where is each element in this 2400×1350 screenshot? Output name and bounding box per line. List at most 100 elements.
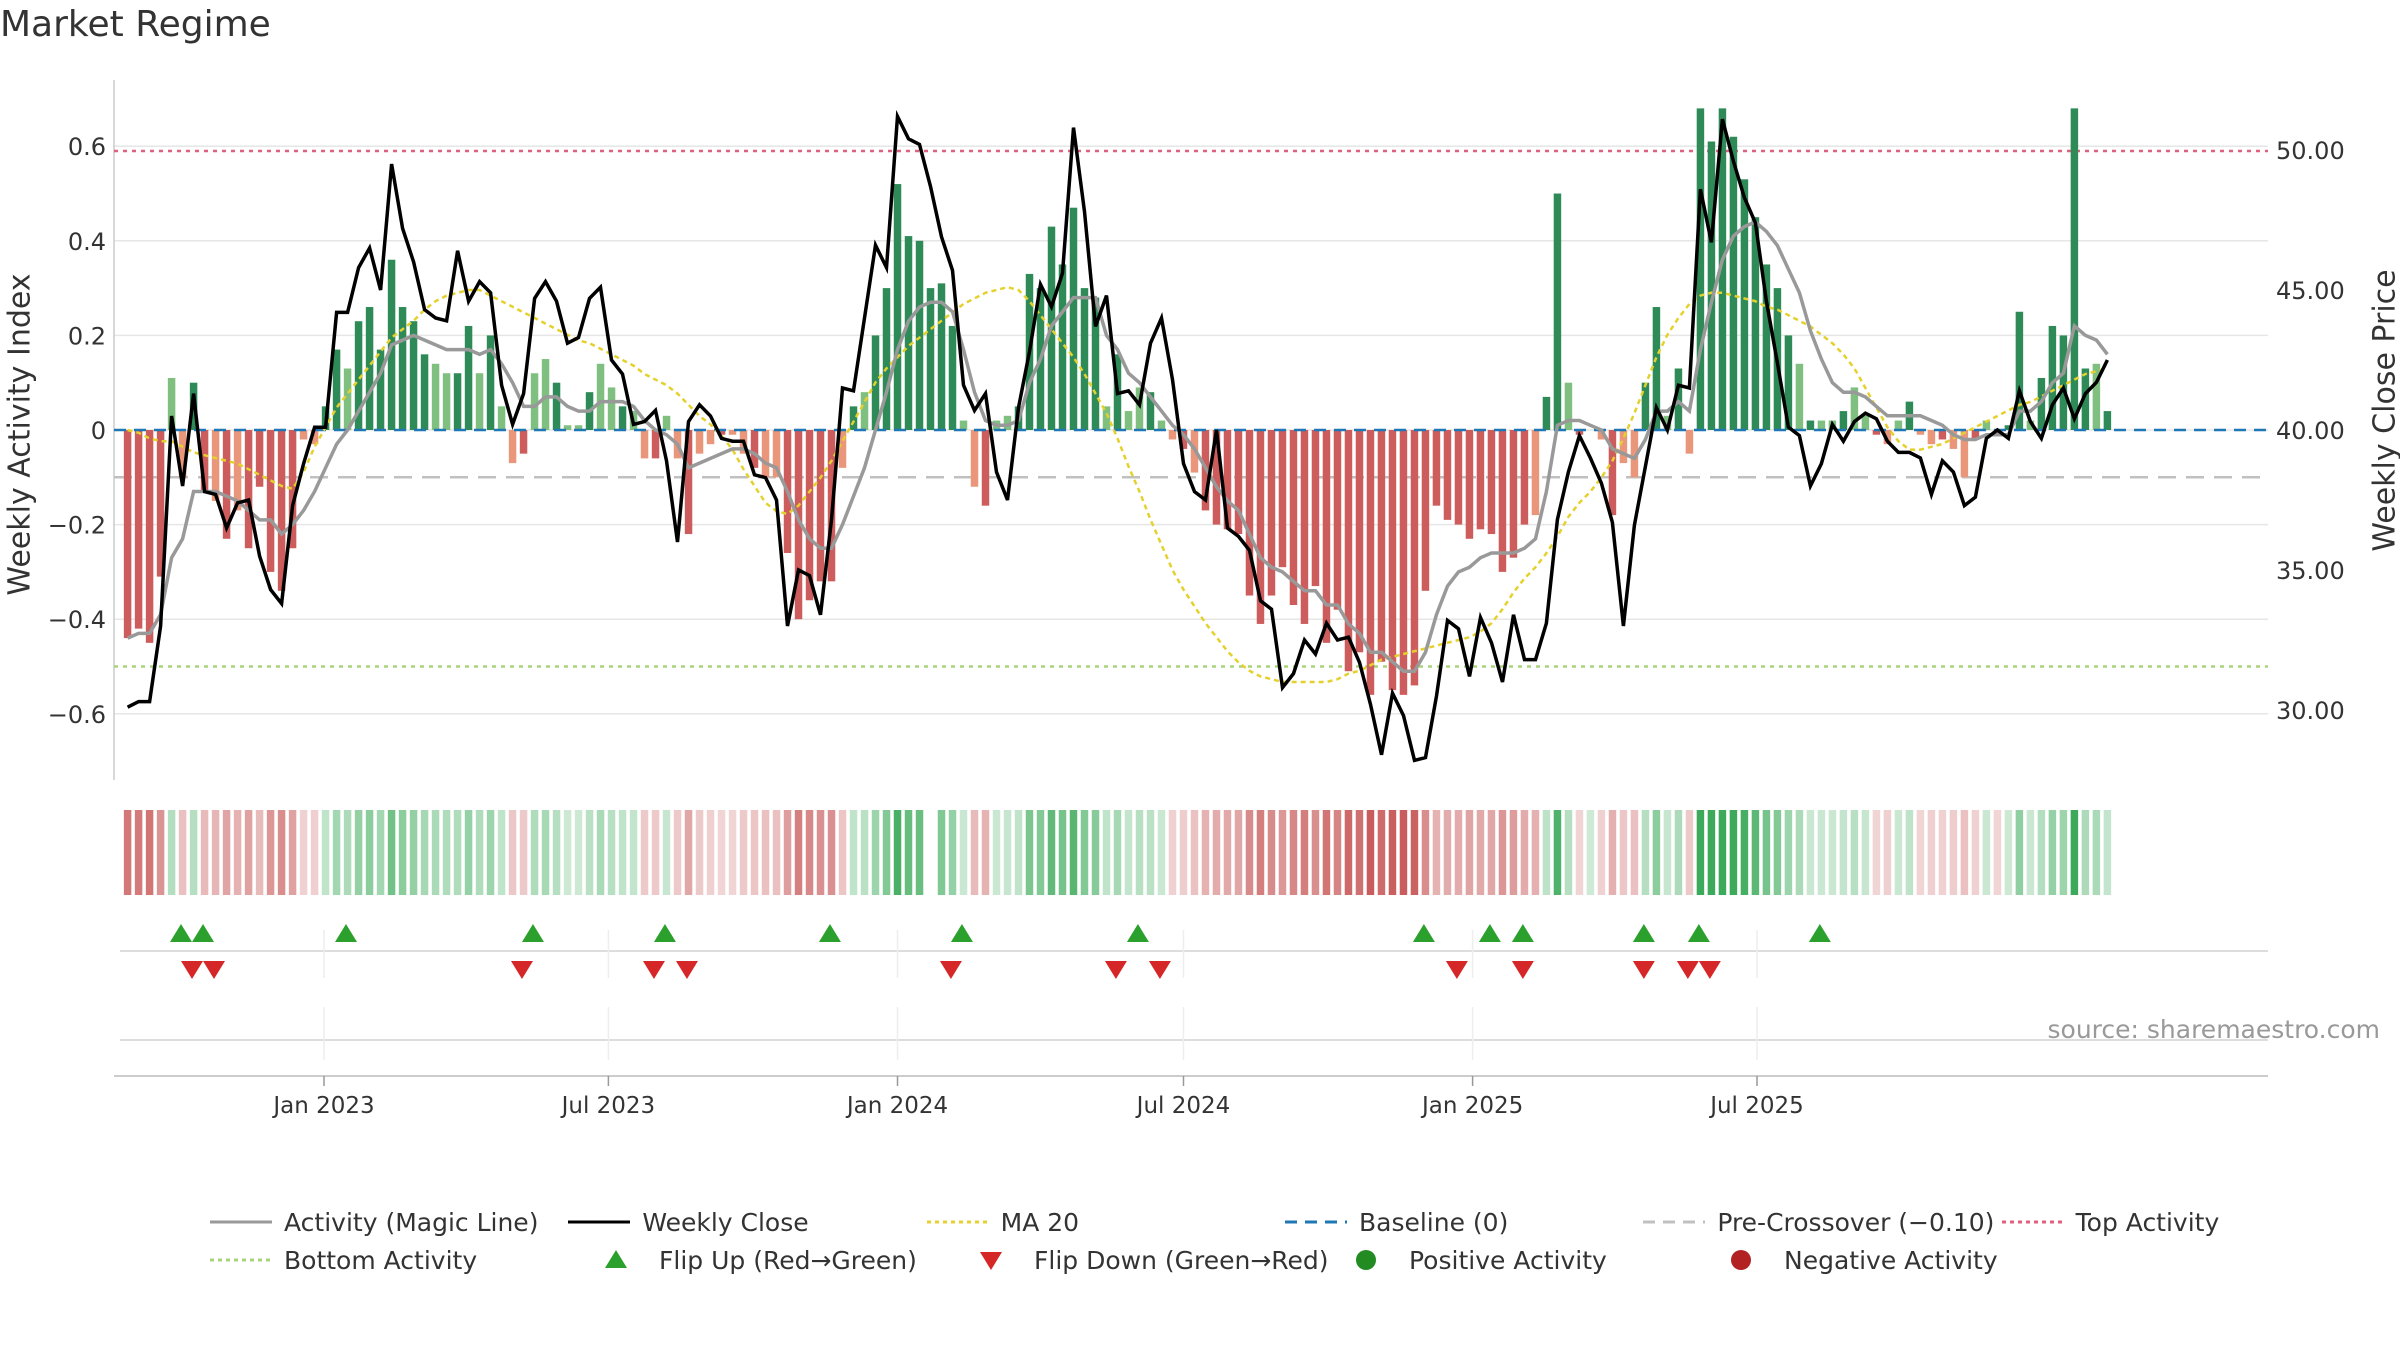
activity-bar — [1696, 108, 1705, 430]
activity-bar — [332, 349, 341, 430]
flip-down-marker — [181, 961, 204, 979]
legend-line-icon — [1284, 1210, 1347, 1234]
heat-strip-cell — [761, 810, 770, 895]
activity-bar — [1498, 430, 1507, 572]
heat-strip-cell — [1861, 810, 1870, 895]
activity-bar — [805, 430, 814, 601]
heat-strip-cell — [1289, 810, 1298, 895]
activity-bar — [1355, 430, 1364, 653]
heat-strip-cell — [1135, 810, 1144, 895]
activity-bar — [937, 283, 946, 430]
legend-item: Activity (Magic Line) — [210, 1208, 568, 1237]
activity-bar — [1597, 430, 1606, 440]
activity-bar — [1399, 430, 1408, 695]
activity-bar — [1080, 288, 1089, 430]
heat-strip-cell — [354, 810, 363, 895]
activity-bar — [1729, 136, 1738, 430]
activity-bar — [1861, 415, 1870, 430]
x-tick-label: Jul 2025 — [1708, 1093, 1804, 1119]
activity-bar — [222, 430, 231, 539]
activity-bar — [2004, 425, 2013, 430]
heat-strip-cell — [574, 810, 583, 895]
activity-bar — [1322, 430, 1331, 643]
legend-triangle-icon — [585, 1248, 647, 1272]
activity-bar — [596, 363, 605, 430]
activity-bar — [1476, 430, 1485, 530]
activity-bar — [310, 430, 319, 445]
heat-strip-cell — [1740, 810, 1749, 895]
flip-down-marker — [1148, 961, 1171, 979]
activity-bar — [2081, 368, 2090, 430]
heat-strip-cell — [431, 810, 440, 895]
legend-item: Negative Activity — [1710, 1246, 2085, 1275]
activity-bar — [1839, 411, 1848, 430]
heat-strip-cell — [1839, 810, 1848, 895]
heat-strip-cell — [1432, 810, 1441, 895]
legend-label: Weekly Close — [642, 1207, 809, 1237]
heat-strip-cell — [1696, 810, 1705, 895]
heat-strip-cell — [772, 810, 781, 895]
flip-down-marker — [1676, 961, 1699, 979]
heat-strip-cell — [497, 810, 506, 895]
heat-strip-cell — [244, 810, 253, 895]
heat-strip-cell — [1212, 810, 1221, 895]
activity-bar — [849, 406, 858, 430]
heat-strip-cell — [409, 810, 418, 895]
activity-bar — [1465, 430, 1474, 539]
heat-strip-cell — [794, 810, 803, 895]
heat-strip-cell — [134, 810, 143, 895]
heat-strip-cell — [288, 810, 297, 895]
heat-strip-cell — [1091, 810, 1100, 895]
heat-strip-cell — [1762, 810, 1771, 895]
legend-dot-icon — [1335, 1248, 1397, 1272]
activity-bar — [1069, 207, 1078, 430]
activity-bar — [860, 392, 869, 430]
heat-strip-cell — [299, 810, 308, 895]
activity-bar — [2048, 325, 2057, 430]
heat-strip-cell — [321, 810, 330, 895]
activity-bar — [552, 382, 561, 430]
heat-strip-cell — [1366, 810, 1375, 895]
heat-strip-cell — [640, 810, 649, 895]
activity-bar — [1740, 179, 1749, 430]
activity-bar — [244, 430, 253, 549]
legend-label: Positive Activity — [1409, 1245, 1607, 1275]
heat-strip-cell — [1025, 810, 1034, 895]
activity-bar — [1300, 430, 1309, 624]
heat-strip-cell — [464, 810, 473, 895]
heat-strip-cell — [728, 810, 737, 895]
heat-strip-cell — [1157, 810, 1166, 895]
activity-bar — [2015, 311, 2024, 430]
heat-strip-cell — [1729, 810, 1738, 895]
heat-strip-cell — [1542, 810, 1551, 895]
activity-bar — [1223, 430, 1232, 530]
heat-strip-cell — [1333, 810, 1342, 895]
activity-bar — [1751, 217, 1760, 430]
activity-bar — [1267, 430, 1276, 596]
heat-strip-cell — [2015, 810, 2024, 895]
heat-strip-cell — [1608, 810, 1617, 895]
activity-bar — [1971, 430, 1980, 440]
activity-bar — [2059, 335, 2068, 430]
activity-bar — [541, 359, 550, 430]
activity-bar — [717, 430, 726, 435]
heat-strip-cell — [1938, 810, 1947, 895]
right-tick-label: 50.00 — [2276, 137, 2345, 165]
heat-strip-cell — [1586, 810, 1595, 895]
heat-strip-cell — [1080, 810, 1089, 895]
heat-strip-cell — [1102, 810, 1111, 895]
left-tick-label: 0.6 — [68, 133, 106, 161]
heat-strip-cell — [2037, 810, 2046, 895]
activity-bar — [211, 430, 220, 501]
flip-up-marker — [192, 924, 215, 942]
right-axis-label: Weekly Close Price — [2367, 269, 2400, 552]
weekly-close-line — [126, 109, 2109, 763]
activity-bar — [1564, 382, 1573, 430]
heat-strip-cell — [167, 810, 176, 895]
activity-bar — [343, 368, 352, 430]
activity-bar — [2070, 108, 2079, 430]
activity-bar — [684, 430, 693, 535]
heat-strip-cell — [1795, 810, 1804, 895]
